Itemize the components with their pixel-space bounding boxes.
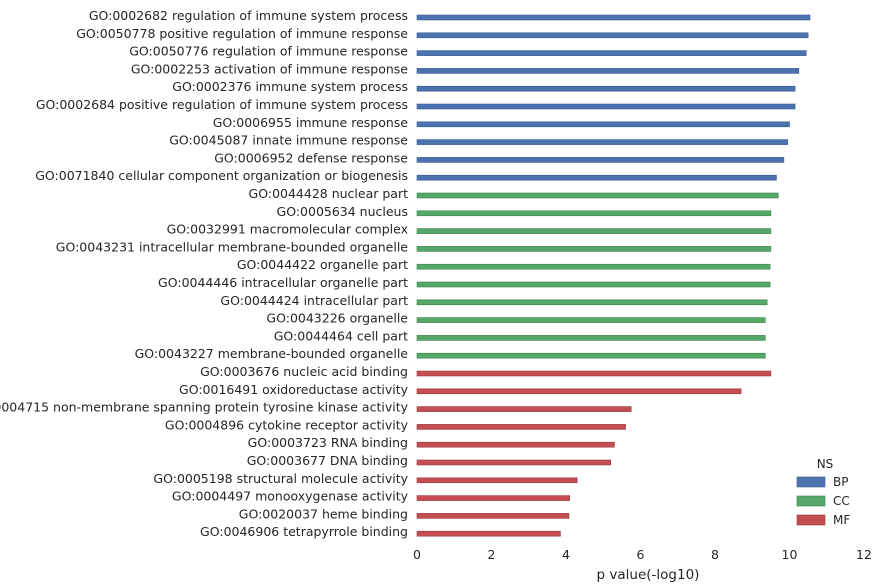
bar-mf [416,370,772,377]
category-label: GO:0043231 intracellular membrane-bounde… [56,239,409,254]
category-label: GO:0050776 regulation of immune response [129,44,408,59]
bar-bp [416,85,796,92]
bar-mf [416,495,571,501]
bar-bp [416,32,809,39]
x-axis-ticks: 0 2 4 6 8 10 12 [413,547,872,562]
bar-bp [416,121,790,128]
bar-bp [416,50,807,56]
bar-cc [416,299,768,306]
x-axis-label: p value(-log10) [597,567,700,583]
category-label: GO:0044428 nuclear part [249,186,409,201]
legend-swatch-mf [796,514,826,526]
bar-mf [416,406,632,412]
bar-mf [416,424,626,430]
legend-swatch-cc [796,495,826,507]
category-label: GO:0043227 membrane-bounded organelle [135,346,409,361]
bars-layer [416,14,811,537]
category-label: GO:0016491 oxidoreductase activity [179,382,409,397]
bar-cc [416,335,766,341]
bar-bp [416,14,811,21]
category-label: GO:0044446 intracellular organelle part [158,275,408,290]
category-label: GO:0003723 RNA binding [248,435,408,450]
x-tick-label: 6 [637,547,645,562]
category-label: GO:0004497 monooxygenase activity [172,489,409,504]
category-label: GO:0071840 cellular component organizati… [35,168,408,183]
category-label: GO:0003676 nucleic acid binding [200,364,408,379]
bar-cc [416,317,766,323]
category-label: GO:0032991 macromolecular complex [167,222,408,237]
bar-mf [416,477,578,484]
category-label: GO:0043226 organelle [266,311,408,326]
bar-cc [416,192,779,199]
bar-cc [416,263,771,270]
category-label: GO:0002376 immune system process [172,79,408,94]
category-labels: GO:0002682 regulation of immune system p… [0,8,409,539]
legend-title: NS [817,457,834,471]
x-tick-label: 4 [562,547,570,562]
bar-cc [416,281,771,288]
category-label: GO:0002682 regulation of immune system p… [89,8,408,23]
category-label: GO:0005634 nucleus [277,204,408,219]
category-label: GO:0020037 heme binding [239,506,408,521]
bar-cc [416,210,772,217]
x-tick-label: 2 [488,547,496,562]
bar-cc [416,352,766,359]
category-label: GO:0044424 intracellular part [220,293,408,308]
bar-cc [416,246,772,252]
x-tick-label: 10 [782,547,798,562]
bar-bp [416,68,800,74]
category-label: GO:0003677 DNA binding [247,453,408,468]
category-label: GO:0050778 positive regulation of immune… [76,26,408,41]
category-label: GO:0006955 immune response [213,115,409,130]
category-label: GO:0002253 activation of immune response [131,61,408,76]
x-tick-label: 12 [856,547,872,562]
legend-label-mf: MF [833,513,850,527]
category-label: GO:0002684 positive regulation of immune… [36,97,408,112]
category-label: GO:0046906 tetrapyrrole binding [200,524,408,539]
category-label: GO:0045087 innate immune response [169,133,408,148]
bar-mf [416,530,561,537]
legend-label-bp: BP [833,475,848,489]
legend-swatch-bp [796,476,826,488]
category-label: GO:0004896 cytokine receptor activity [165,417,409,432]
bar-mf [416,388,742,395]
x-tick-label: 0 [413,547,421,562]
bar-bp [416,139,788,145]
bar-bp [416,103,796,110]
x-tick-label: 8 [711,547,719,562]
legend: NS BP CC MF [796,457,850,527]
category-label: GO:0004715 non-membrane spanning protein… [0,400,409,415]
bar-bp [416,174,777,181]
category-label: GO:0005198 structural molecule activity [153,471,408,486]
bar-bp [416,157,785,163]
bar-cc [416,228,772,234]
category-label: GO:0044422 organelle part [237,257,408,272]
bar-mf [416,459,611,466]
category-label: GO:0044464 cell part [274,328,408,343]
category-label: GO:0006952 defense response [214,150,408,165]
bar-mf [416,441,615,448]
bar-mf [416,513,570,519]
legend-label-cc: CC [833,494,850,508]
